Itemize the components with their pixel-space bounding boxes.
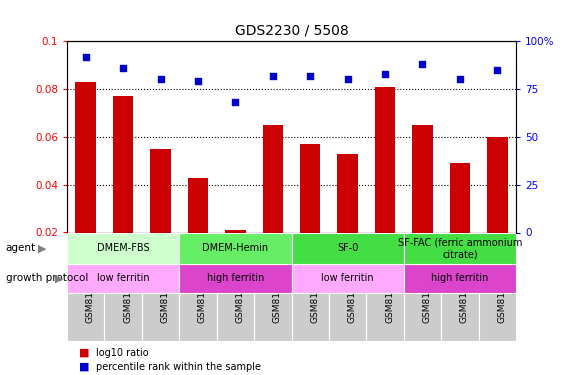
Text: ▶: ▶ (38, 243, 47, 254)
Text: GSM81962: GSM81962 (123, 274, 132, 323)
Text: SF-0: SF-0 (337, 243, 359, 254)
Text: GSM81961: GSM81961 (86, 274, 95, 323)
Text: GSM81972: GSM81972 (497, 274, 506, 323)
Text: DMEM-Hemin: DMEM-Hemin (202, 243, 268, 254)
Bar (150, 149, 171, 232)
Point (118, 65, 128, 71)
Bar (292, 264, 403, 292)
Text: GSM81967: GSM81967 (310, 274, 319, 323)
Bar (67, 292, 104, 341)
Bar (104, 292, 142, 341)
Bar (179, 232, 292, 264)
Bar (292, 232, 403, 264)
Bar (412, 125, 433, 232)
Bar (142, 292, 180, 341)
Bar (67, 264, 179, 292)
Bar (366, 292, 403, 341)
Point (305, 73, 315, 79)
Text: GSM81969: GSM81969 (385, 274, 394, 323)
Bar (487, 137, 508, 232)
Bar (67, 232, 179, 264)
Text: growth protocol: growth protocol (6, 273, 88, 284)
Text: ■: ■ (79, 362, 89, 372)
Text: agent: agent (6, 243, 36, 254)
Title: GDS2230 / 5508: GDS2230 / 5508 (234, 23, 349, 37)
Point (268, 73, 278, 79)
Bar (292, 292, 329, 341)
Bar (217, 292, 254, 341)
Text: GSM81970: GSM81970 (423, 274, 431, 323)
Bar (479, 292, 516, 341)
Bar (329, 292, 366, 341)
Text: low ferritin: low ferritin (97, 273, 149, 284)
Text: GSM81966: GSM81966 (273, 274, 282, 323)
Text: high ferritin: high ferritin (431, 273, 489, 284)
Text: SF-FAC (ferric ammonium
citrate): SF-FAC (ferric ammonium citrate) (398, 238, 522, 259)
Text: percentile rank within the sample: percentile rank within the sample (96, 362, 261, 372)
Text: GSM81971: GSM81971 (460, 274, 469, 323)
Bar (403, 292, 441, 341)
Point (493, 67, 502, 73)
Text: GSM81968: GSM81968 (347, 274, 357, 323)
Point (380, 71, 389, 77)
Bar (188, 177, 208, 232)
Text: ■: ■ (79, 348, 89, 358)
Text: ▶: ▶ (55, 273, 64, 284)
Bar (262, 125, 283, 232)
Point (455, 76, 465, 82)
Bar (375, 87, 395, 232)
Text: DMEM-FBS: DMEM-FBS (97, 243, 149, 254)
Bar (254, 292, 292, 341)
Point (231, 99, 240, 105)
Bar (403, 232, 516, 264)
Bar (75, 82, 96, 232)
Point (343, 76, 352, 82)
Point (418, 61, 427, 67)
Bar (441, 292, 479, 341)
Bar (300, 144, 321, 232)
Text: GSM81963: GSM81963 (160, 274, 170, 323)
Bar (403, 264, 516, 292)
Text: GSM81965: GSM81965 (236, 274, 244, 323)
Bar (338, 154, 358, 232)
Bar (179, 292, 217, 341)
Bar (225, 230, 245, 232)
Text: GSM81964: GSM81964 (198, 274, 207, 323)
Point (194, 78, 203, 84)
Text: high ferritin: high ferritin (207, 273, 264, 284)
Bar (179, 264, 292, 292)
Text: low ferritin: low ferritin (321, 273, 374, 284)
Point (81, 54, 90, 60)
Bar (449, 163, 470, 232)
Text: log10 ratio: log10 ratio (96, 348, 149, 358)
Bar (113, 96, 134, 232)
Point (156, 76, 165, 82)
